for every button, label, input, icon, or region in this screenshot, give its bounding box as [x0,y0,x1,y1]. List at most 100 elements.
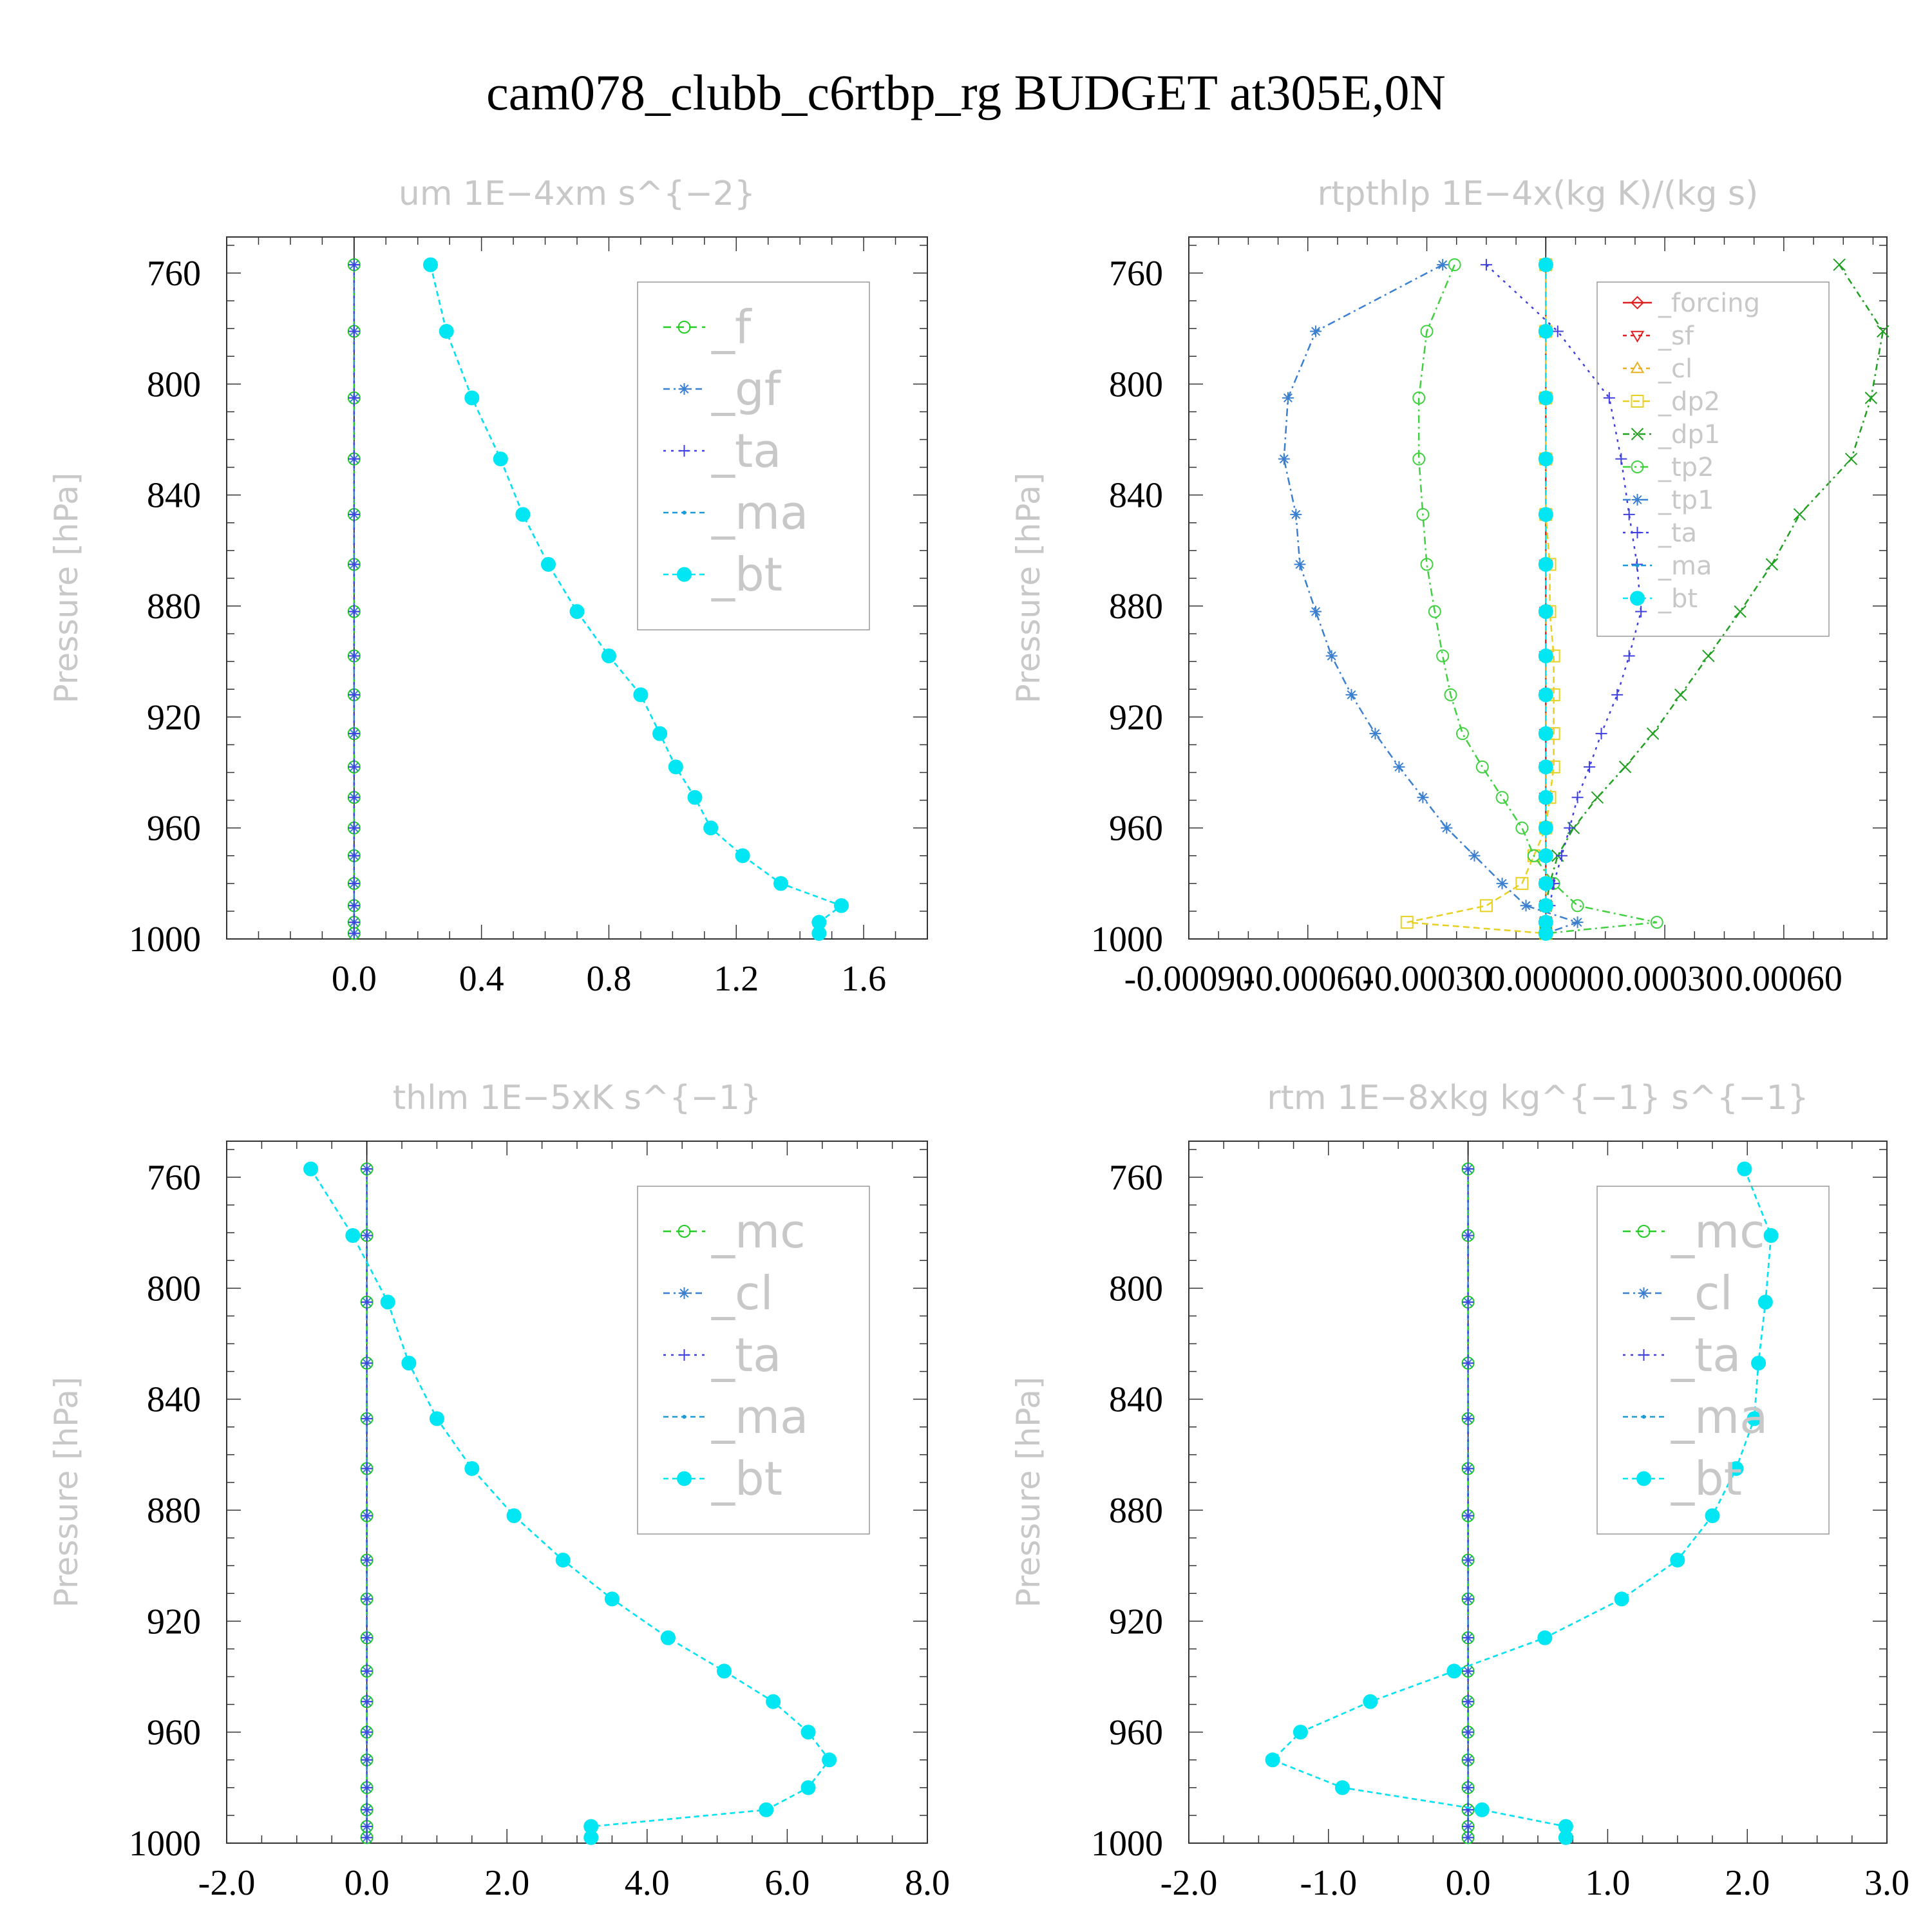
data-point [1462,1412,1474,1425]
x-tick-label: 4.0 [625,1863,670,1903]
data-point [1325,650,1338,662]
legend-entry: _dp1 [1623,420,1720,450]
panel-title: rtpthlp 1E−4x(kg K)/(kg s) [1318,175,1759,213]
data-point [1462,1554,1474,1566]
legend-entry: _ma [1623,1390,1768,1444]
data-point [660,1630,676,1645]
legend-marker [677,1471,692,1486]
legend-marker [1631,428,1644,440]
legend-box [1596,1186,1830,1535]
data-point [1702,649,1715,663]
data-point [1428,605,1441,618]
series-line [1545,264,1884,934]
x-tick-label: -0.00030 [1362,959,1492,999]
legend-label: _tp1 [1658,486,1714,515]
y-tick-label: 920 [1109,697,1163,737]
legend-marker [1630,330,1645,343]
data-point [735,848,750,864]
legend-entry: _ta [663,1328,781,1382]
series-line [1406,265,1555,934]
legend-label: _ta [1658,518,1697,548]
y-tick-label: 960 [1109,809,1163,849]
data-point [1618,761,1632,773]
legend-marker [678,1287,690,1299]
legend-entry: _ma [1623,551,1712,581]
data-point [1571,916,1584,929]
data-point [1293,1725,1308,1740]
data-point [687,790,703,805]
legend-entry: _ta [1623,1328,1741,1382]
data-point [1462,1754,1474,1766]
panel-1: um 1E−4xm s^{−2} Pressure [hPa] 760 800 840 8… [48,175,928,999]
data-point [1369,728,1381,740]
data-point [1538,925,1553,941]
data-point [1462,1229,1474,1242]
data-point [348,688,360,701]
data-point [1737,1161,1752,1177]
data-point [303,1161,319,1177]
data-point [1462,1781,1474,1794]
legend-marker [677,567,692,582]
legend-box [637,1186,870,1535]
data-point [601,649,616,664]
data-point [361,1412,373,1425]
data-point [361,1696,373,1708]
data-point [1538,726,1553,741]
data-point [348,916,360,929]
y-tick-label: 840 [1109,1380,1163,1420]
legend-marker [682,511,687,515]
y-tick-label: 960 [147,809,201,849]
data-point [1763,1227,1779,1243]
data-point [1294,558,1306,571]
data-point [1751,1356,1766,1371]
data-point [1571,899,1584,913]
legend-marker [1631,527,1643,538]
data-point [1635,605,1647,618]
x-tick-label: 0.0 [1446,1863,1491,1903]
legend-label: _sf [1658,321,1694,351]
series-tp1 [1278,259,1584,940]
series-ta [1480,259,1647,940]
data-point [716,1663,732,1679]
x-tick-label: 0.0 [332,959,377,999]
data-point [348,791,360,804]
data-point [1564,822,1576,834]
data-point [1444,688,1457,701]
data-point [1538,390,1553,406]
legend-label: _mc [1671,1204,1765,1258]
data-point [348,650,360,662]
data-point [1282,392,1294,404]
data-point [1420,558,1434,571]
data-point [1310,325,1322,337]
data-point [1441,822,1453,834]
data-point [1747,1411,1762,1426]
data-point [1520,900,1532,912]
legend-marker [1642,1415,1646,1419]
data-point [1615,453,1627,465]
panels: um 1E−4xm s^{−2} Pressure [hPa] 760 800 840 8… [48,175,1909,1903]
data-point [1515,876,1529,890]
panel-title: rtm 1E−8xkg kg^{−1} s^{−1} [1267,1079,1809,1117]
x-tick-label: 2.0 [1725,1863,1770,1903]
data-point [1475,760,1489,773]
legend-label: _forcing [1658,289,1760,318]
data-point [361,1463,373,1475]
legend-label: _ma [1658,551,1712,581]
series-ta [361,1163,373,1844]
data-point [348,900,360,912]
legend-marker [678,445,690,457]
data-point [811,925,827,941]
plot-frame [226,236,928,940]
legend-marker [1631,395,1644,408]
x-tick-label: 0.00000 [1487,959,1604,999]
legend-entry: _tp2 [1623,453,1714,482]
legend-marker [678,383,690,395]
data-point [464,390,480,406]
y-tick-label: 800 [147,365,201,404]
data-point [1393,761,1405,773]
data-point [1614,1591,1629,1607]
data-point [361,1593,373,1605]
plot-frame [1188,1141,1888,1844]
data-point [1462,1804,1474,1816]
data-point [348,558,360,571]
